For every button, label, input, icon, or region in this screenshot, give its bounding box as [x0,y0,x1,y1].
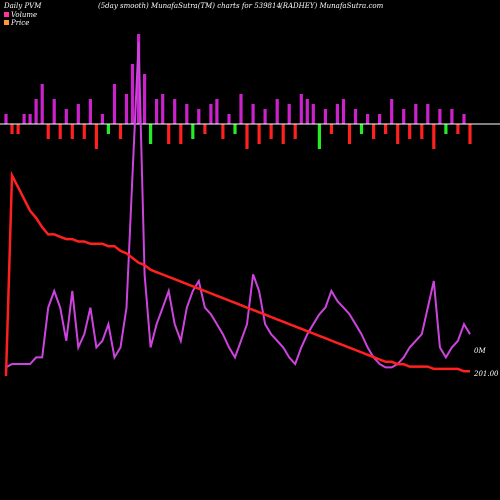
volume-bar [22,114,26,124]
volume-bar [106,124,110,134]
volume-bar [462,114,466,124]
volume-bar [251,104,255,124]
header-left: Daily PVM [3,2,42,10]
header-center-right: (RADHEY) MunafaSutra.com [280,2,384,10]
volume-bar [233,124,237,134]
volume-bar [420,124,424,139]
volume-bar [414,104,418,124]
volume-bar [94,124,98,149]
volume-bar [341,99,346,124]
volume-bar [257,124,261,144]
volume-bar [10,124,14,134]
volume-bar [239,94,243,124]
volume-bar [263,109,267,124]
legend-volume-swatch [4,12,9,17]
volume-bar [130,64,135,124]
volume-bar [179,124,183,144]
volume-bar [359,124,364,134]
volume-end-label: 0M [474,347,486,355]
volume-bar [353,109,358,124]
legend-price-swatch [4,20,9,25]
volume-bar [64,109,68,124]
volume-bar [143,74,147,124]
volume-bar [173,99,177,124]
volume-bar [432,124,436,149]
volume-bar [82,124,86,139]
volume-bar [408,124,412,139]
header-center-left: (5day smooth) MunafaSutra(TM) charts for… [98,2,281,10]
volume-bar [317,124,321,149]
volume-bar [468,124,472,144]
volume-bar [335,104,339,124]
volume-line [5,41,471,369]
volume-bar [155,99,159,124]
volume-bar [227,114,231,124]
volume-bar [372,124,376,139]
volume-bar [203,124,207,134]
volume-bar [444,124,448,134]
volume-bar [299,94,303,124]
volume-bar [191,124,195,139]
volume-bar [100,114,104,124]
volume-bar [52,99,56,124]
volume-bar [269,124,273,139]
volume-bar [149,124,153,144]
volume-bar [124,94,129,124]
volume-bar [197,109,201,124]
volume-bar [185,104,189,124]
volume-bar [118,124,123,139]
volume-bar [366,114,370,124]
volume-bar [438,109,442,124]
volume-bar [275,99,279,124]
volume-bar [323,109,327,124]
volume-bar [40,84,44,124]
volume-bar [88,99,92,124]
volume-bar [384,124,388,134]
legend-volume-label: Volume [11,11,37,19]
volume-bar [161,94,165,124]
volume-bar [450,109,454,124]
volume-bar [58,124,62,139]
volume-bar [390,99,394,124]
price-line [4,170,470,377]
volume-bar [167,124,171,144]
volume-bar [396,124,400,144]
volume-bar [209,104,213,124]
volume-bar [311,104,315,124]
volume-bar [329,124,333,134]
volume-bar [402,109,406,124]
volume-bar [245,124,249,149]
volume-bar [46,124,50,139]
volume-bar [287,104,291,124]
volume-bar [221,124,225,139]
volume-bar [70,124,74,139]
volume-bar [426,104,430,124]
volume-bar [378,114,382,124]
volume-bar [281,124,285,144]
volume-bar [76,104,80,124]
price-end-label: 201.00 [473,370,499,378]
legend-price-label: Price [10,19,29,27]
volume-bar [215,99,219,124]
volume-bar [347,124,352,144]
volume-bar [4,114,8,124]
volume-bar [305,99,309,124]
volume-bar [16,124,20,134]
volume-bar [456,124,460,134]
volume-bars [4,34,472,149]
volume-bar [28,114,32,124]
volume-bar [112,84,117,124]
volume-bar [293,124,297,139]
volume-bar [34,99,38,124]
